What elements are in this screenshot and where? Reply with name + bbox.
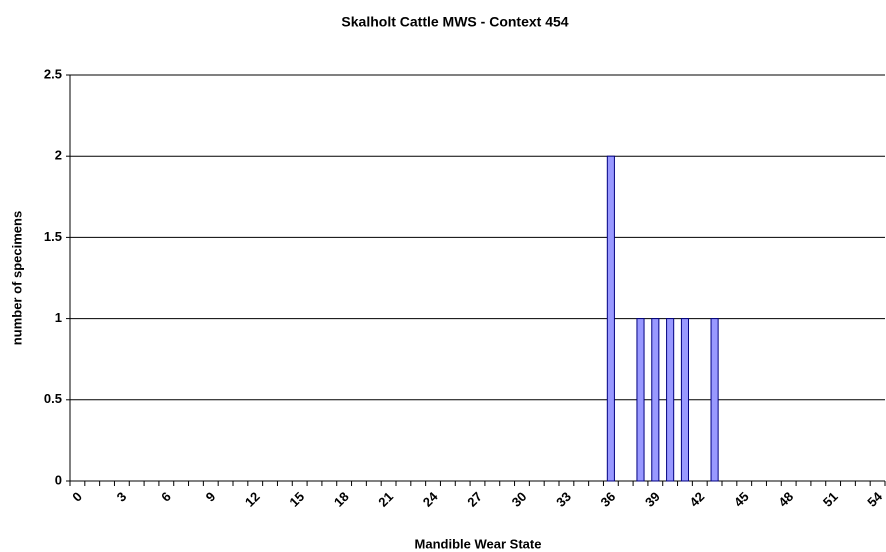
y-tick-label: 1.5 <box>44 229 62 244</box>
y-tick-label: 2.5 <box>44 66 62 81</box>
x-tick-label: 54 <box>864 488 885 509</box>
y-tick-label: 2 <box>55 148 62 163</box>
x-tick-label: 24 <box>420 488 441 509</box>
x-axis-label: Mandible Wear State <box>415 536 542 551</box>
x-tick-label: 45 <box>731 489 752 510</box>
x-tick-label: 21 <box>375 489 396 510</box>
y-tick-label: 0 <box>55 472 62 487</box>
y-tick-label: 1 <box>55 310 62 325</box>
x-tick-label: 6 <box>158 489 174 505</box>
x-tick-label: 42 <box>686 489 707 510</box>
y-tick-label: 0.5 <box>44 391 62 406</box>
chart-title: Skalholt Cattle MWS - Context 454 <box>341 14 568 30</box>
x-tick-label: 51 <box>820 489 841 510</box>
x-tick-label: 12 <box>242 489 263 510</box>
x-tick-label: 18 <box>331 489 352 510</box>
x-tick-label: 3 <box>114 489 130 505</box>
bar <box>606 155 615 482</box>
x-tick-label: 33 <box>553 489 574 510</box>
y-axis-label: number of specimens <box>9 211 24 345</box>
bar <box>666 318 675 482</box>
x-tick-label: 48 <box>775 489 796 510</box>
x-tick-label: 39 <box>642 489 663 510</box>
x-tick-label: 15 <box>286 489 307 510</box>
bar <box>651 318 660 482</box>
bar <box>636 318 645 482</box>
x-tick-label: 36 <box>598 489 619 510</box>
x-tick-label: 30 <box>509 489 530 510</box>
x-tick-label: 0 <box>69 489 85 505</box>
x-tick-label: 27 <box>464 489 485 510</box>
x-tick-label: 9 <box>203 489 219 505</box>
bar <box>710 318 719 482</box>
bar <box>680 318 690 482</box>
